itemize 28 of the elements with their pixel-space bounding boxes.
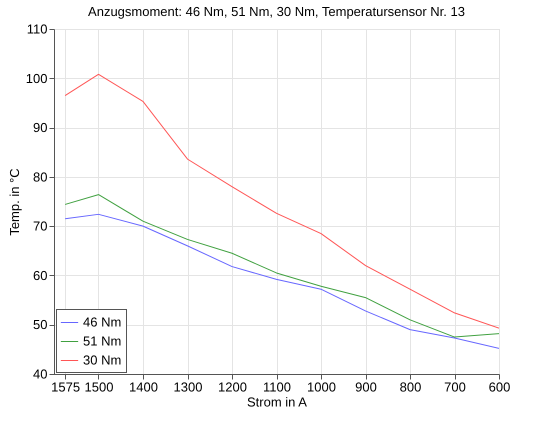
legend-label: 51 Nm (83, 334, 122, 348)
chart-title: Anzugsmoment: 46 Nm, 51 Nm, 30 Nm, Temperatursensor Nr. 13 (88, 4, 465, 19)
y-tick-label: 80 (33, 169, 48, 184)
x-tick-label: 1200 (218, 380, 247, 394)
y-tick-label: 50 (33, 317, 48, 332)
x-axis-title: Strom in A (247, 394, 308, 410)
legend-label: 30 Nm (83, 352, 122, 368)
y-tick-label: 100 (26, 70, 48, 86)
legend-label: 46 Nm (83, 314, 122, 330)
x-tick-label: 1500 (84, 380, 114, 394)
x-tick-label: 1000 (307, 380, 336, 394)
y-tick-label: 90 (33, 120, 48, 136)
y-tick-label: 110 (26, 22, 48, 36)
y-tick-label: 40 (33, 366, 48, 382)
x-tick-label: 800 (400, 380, 422, 394)
x-tick-label: 1575 (51, 380, 80, 394)
y-tick-label: 70 (33, 218, 48, 234)
x-tick-label: 900 (355, 380, 377, 394)
x-tick-label: 1100 (263, 380, 291, 394)
line-series (64, 214, 499, 349)
line-series (64, 194, 499, 338)
x-tick-label: 600 (488, 380, 510, 394)
y-tick-label: 60 (33, 268, 48, 283)
x-tick-label: 700 (444, 380, 466, 394)
line-series (64, 74, 499, 329)
y-axis-title: Temp. in °C (6, 168, 22, 236)
x-tick-label: 1400 (129, 380, 158, 394)
x-tick-label: 1300 (174, 380, 202, 394)
